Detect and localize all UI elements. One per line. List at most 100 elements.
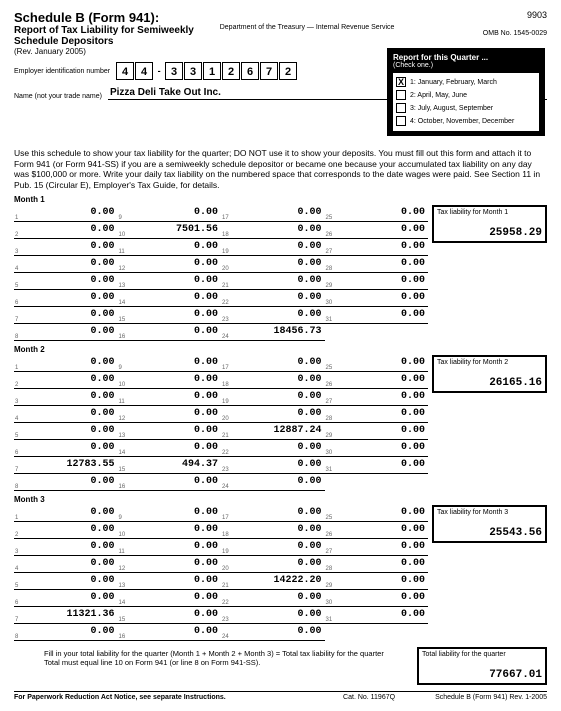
- day-value: 12783.55: [66, 459, 114, 470]
- day-number: 29: [326, 433, 333, 439]
- day-number: 9: [119, 215, 122, 221]
- day-cell: 60.00: [14, 440, 118, 457]
- day-value: 0.00: [90, 309, 114, 320]
- day-cell: 170.00: [221, 355, 325, 372]
- day-cell: 280.00: [325, 256, 429, 273]
- ein-digit: 6: [241, 62, 259, 80]
- day-number: 4: [15, 416, 18, 422]
- month-total-box: Tax liability for Month 325543.56: [432, 505, 547, 641]
- day-value: 0.00: [401, 309, 425, 320]
- day-cell: 50.00: [14, 423, 118, 440]
- day-number: 28: [326, 566, 333, 572]
- day-cell: 160.00: [118, 624, 222, 641]
- day-number: 4: [15, 266, 18, 272]
- quarter-total: Total liability for the quarter 77667.01: [417, 647, 547, 685]
- day-number: 22: [222, 300, 229, 306]
- day-cell: 290.00: [325, 423, 429, 440]
- qbox-title: Report for this Quarter ...: [393, 53, 539, 62]
- day-number: 24: [222, 634, 229, 640]
- day-number: 20: [222, 416, 229, 422]
- day-value: 0.00: [194, 442, 218, 453]
- day-cell: 230.00: [221, 607, 325, 624]
- grid-col: 10.0020.0030.0040.0050.0060.0070.0080.00: [14, 205, 118, 341]
- day-value: 0.00: [297, 275, 321, 286]
- day-number: 8: [15, 484, 18, 490]
- day-value: 0.00: [401, 207, 425, 218]
- day-value: 0.00: [194, 391, 218, 402]
- day-cell: 240.00: [221, 624, 325, 641]
- quarter-option[interactable]: X1: January, February, March: [396, 77, 536, 87]
- day-cell: 20.00: [14, 372, 118, 389]
- month-total-value: 25543.56: [437, 516, 542, 539]
- instructions: Use this schedule to show your tax liabi…: [14, 148, 547, 191]
- ein-digit: 2: [279, 62, 297, 80]
- day-value: 0.00: [401, 541, 425, 552]
- day-value: 0.00: [297, 592, 321, 603]
- day-number: 1: [15, 215, 18, 221]
- day-number: 31: [326, 467, 333, 473]
- day-cell: 300.00: [325, 440, 429, 457]
- day-value: 0.00: [194, 558, 218, 569]
- day-value: 0.00: [194, 357, 218, 368]
- ein-digit: 3: [184, 62, 202, 80]
- day-number: 5: [15, 283, 18, 289]
- ein-digit: 4: [116, 62, 134, 80]
- checkbox-icon: [396, 116, 406, 126]
- day-number: 21: [222, 433, 229, 439]
- day-value: 0.00: [194, 541, 218, 552]
- day-number: 7: [15, 467, 18, 473]
- day-value: 0.00: [297, 476, 321, 487]
- day-value: 0.00: [194, 507, 218, 518]
- day-value: 14222.20: [273, 575, 321, 586]
- day-value: 0.00: [194, 609, 218, 620]
- day-number: 5: [15, 433, 18, 439]
- day-value: 0.00: [194, 408, 218, 419]
- quarter-option-label: 2: April, May, June: [410, 92, 467, 99]
- day-value: 0.00: [90, 292, 114, 303]
- grid-col: 250.00260.00270.00280.00290.00300.00310.…: [325, 505, 429, 641]
- checkbox-icon: X: [396, 77, 406, 87]
- day-cell: 90.00: [118, 205, 222, 222]
- grid-col: 170.00180.00190.00200.002114222.20220.00…: [221, 505, 325, 641]
- day-number: 13: [119, 433, 126, 439]
- day-value: 18456.73: [273, 326, 321, 337]
- day-cell: 90.00: [118, 355, 222, 372]
- day-cell: 300.00: [325, 290, 429, 307]
- day-number: 6: [15, 300, 18, 306]
- day-number: 27: [326, 249, 333, 255]
- day-value: 7501.56: [176, 224, 218, 235]
- day-number: 15: [119, 317, 126, 323]
- day-cell: 60.00: [14, 290, 118, 307]
- quarter-option[interactable]: 4: October, November, December: [396, 116, 536, 126]
- day-number: 31: [326, 317, 333, 323]
- day-cell: 280.00: [325, 406, 429, 423]
- day-number: 3: [15, 399, 18, 405]
- day-cell: 140.00: [118, 440, 222, 457]
- month-label: Month 1: [14, 195, 547, 204]
- day-value: 0.00: [194, 275, 218, 286]
- quarter-option[interactable]: 3: July, August, September: [396, 103, 536, 113]
- day-cell: [325, 624, 429, 641]
- quarter-option[interactable]: 2: April, May, June: [396, 90, 536, 100]
- form-subtitle: Report of Tax Liability for Semiweekly S…: [14, 25, 197, 47]
- day-value: 0.00: [297, 309, 321, 320]
- day-number: 21: [222, 583, 229, 589]
- day-cell: 80.00: [14, 474, 118, 491]
- day-cell: 290.00: [325, 573, 429, 590]
- day-cell: 250.00: [325, 205, 429, 222]
- day-cell: 130.00: [118, 273, 222, 290]
- day-number: 11: [119, 249, 125, 255]
- day-value: 0.00: [297, 609, 321, 620]
- day-cell: 40.00: [14, 406, 118, 423]
- grid-col: 10.0020.0030.0040.0050.0060.00711321.368…: [14, 505, 118, 641]
- day-cell: 150.00: [118, 307, 222, 324]
- month-total-label: Tax liability for Month 2: [437, 359, 542, 366]
- day-value: 0.00: [297, 292, 321, 303]
- day-number: 13: [119, 283, 126, 289]
- day-cell: 310.00: [325, 457, 429, 474]
- month-total-box: Tax liability for Month 226165.16: [432, 355, 547, 491]
- day-cell: 40.00: [14, 556, 118, 573]
- day-number: 30: [326, 300, 333, 306]
- day-cell: 90.00: [118, 505, 222, 522]
- day-cell: 100.00: [118, 522, 222, 539]
